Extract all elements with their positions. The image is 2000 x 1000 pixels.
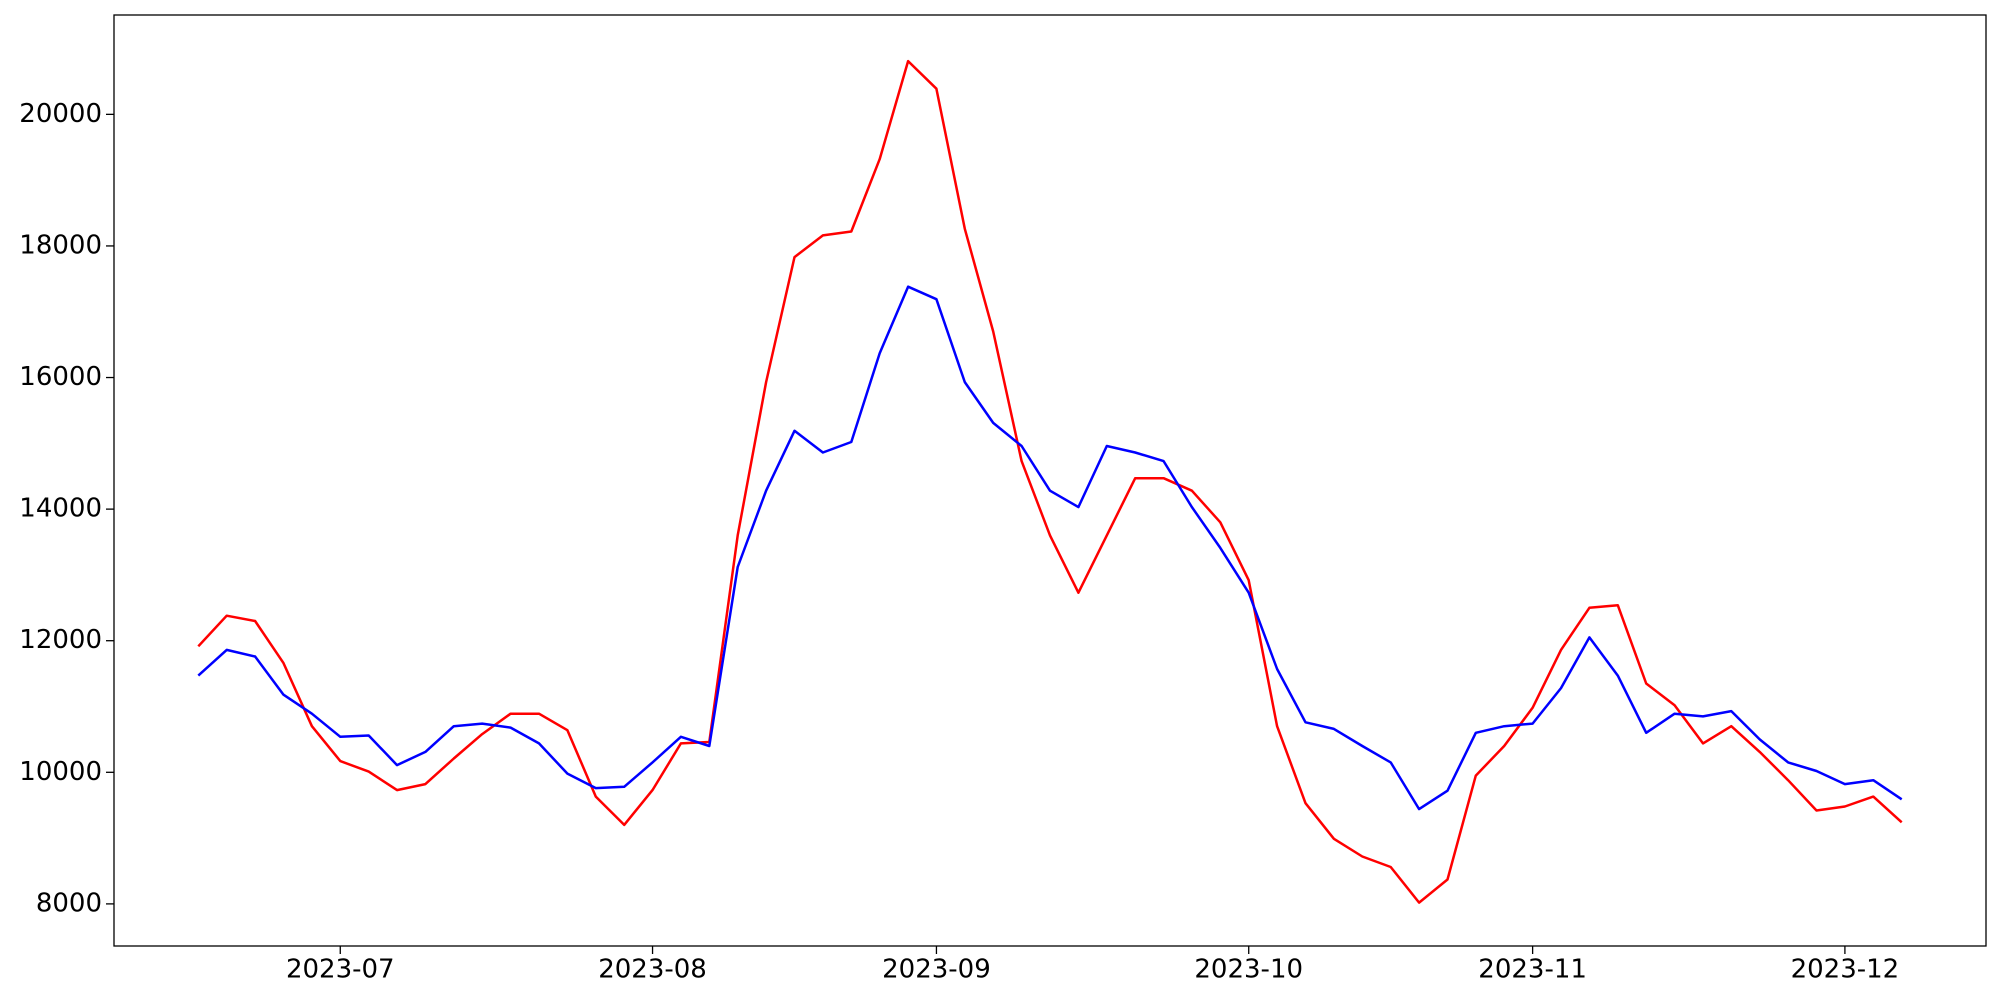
- plot-frame: [113, 14, 1987, 947]
- y-tick-label: 12000: [19, 625, 102, 655]
- x-tick-label: 2023-08: [598, 955, 707, 985]
- series-line: [197, 59, 1903, 904]
- y-tick-label: 18000: [19, 230, 102, 260]
- x-tick-label: 2023-12: [1791, 955, 1900, 985]
- x-tick-label: 2023-11: [1478, 955, 1587, 985]
- series-line: [197, 285, 1903, 811]
- y-tick-label: 20000: [19, 99, 102, 129]
- x-tick-label: 2023-07: [286, 955, 395, 985]
- x-tick-label: 2023-09: [882, 955, 991, 985]
- y-tick-label: 10000: [19, 757, 102, 787]
- y-tick-label: 16000: [19, 362, 102, 392]
- y-tick-label: 14000: [19, 494, 102, 524]
- x-tick-label: 2023-10: [1194, 955, 1303, 985]
- y-tick-label: 8000: [36, 888, 102, 918]
